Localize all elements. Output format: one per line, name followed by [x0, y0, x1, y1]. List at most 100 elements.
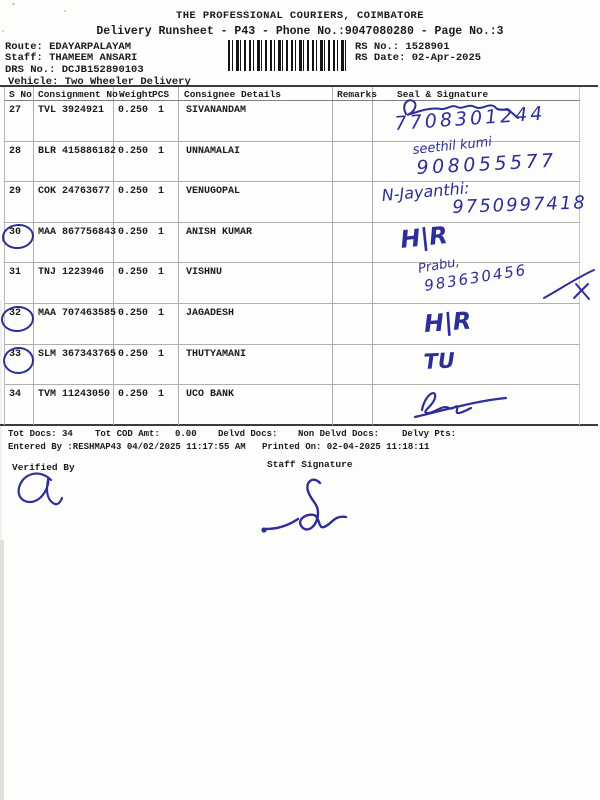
cell-weight-pcs: 0.250 1	[114, 222, 179, 263]
header-consignment: Consignment No	[34, 87, 118, 100]
cell-weight: 0.250	[118, 145, 149, 157]
cell-pcs: 1	[158, 145, 165, 157]
cell-weight-pcs: 0.250 1	[114, 344, 179, 385]
cell-remarks	[333, 222, 373, 263]
cell-sno: 29	[5, 182, 34, 222]
header-weight: Weight	[119, 89, 154, 100]
cell-weight: 0.250	[118, 389, 149, 401]
route-label: Route:	[5, 41, 43, 53]
header-consignee: Consignee Details	[179, 87, 333, 100]
handwritten-mark-row-32: H|R	[423, 306, 473, 338]
staff-signature-scribble	[261, 478, 348, 533]
cell-consignee: UCO BANK	[179, 385, 333, 425]
cell-weight-pcs: 0.250 1	[114, 141, 179, 182]
table-header-row: S No Consignment No WeightPCS Consignee …	[4, 87, 580, 101]
non-delvd-docs-label: Non Delvd Docs:	[298, 429, 380, 439]
cell-sno: 33	[5, 344, 34, 385]
cell-consignment: MAA 867756843	[34, 222, 116, 263]
cell-weight-pcs: 0.250 1	[114, 303, 179, 344]
verified-by-label: Verified By	[12, 462, 75, 473]
drs-value: DCJB152890103	[61, 64, 144, 76]
table-row: 31 TNJ 1223946 0.250 1 VISHNU	[4, 263, 580, 304]
route-value: EDAYARPALAYAM	[49, 41, 132, 53]
table-row: 29 COK 24763677 0.250 1 VENUGOPAL	[4, 182, 580, 223]
cell-weight-pcs: 0.250 1	[114, 385, 179, 425]
rs-date-label: RS Date:	[355, 52, 406, 64]
header-seal: Seal & Signature	[397, 89, 489, 100]
cell-pcs: 1	[158, 267, 165, 279]
company-title: THE PROFESSIONAL COURIERS, COIMBATORE	[176, 10, 424, 22]
cell-pcs: 1	[158, 186, 165, 198]
cell-weight: 0.250	[118, 348, 149, 360]
table-row: 27 TVL 3924921 0.250 1 SIVANANDAM	[4, 101, 580, 142]
tot-cod-value: 0.00	[175, 429, 197, 439]
scan-speck	[12, 3, 15, 5]
cell-consignee: ANISH KUMAR	[179, 222, 333, 263]
staff-signature-label: Staff Signature	[267, 459, 353, 470]
printed-on-line: Printed On: 02-04-2025 11:18:11	[262, 442, 430, 452]
staff-label: Staff:	[5, 52, 43, 64]
staff-value: THAMEEM ANSARI	[49, 52, 138, 64]
delvy-pts-label: Delvy Pts:	[402, 429, 457, 439]
cell-weight-pcs: 0.250 1	[114, 263, 179, 303]
cell-remarks	[333, 263, 373, 303]
cell-weight: 0.250	[118, 307, 149, 319]
tot-cod-label: Tot COD Amt:	[95, 429, 160, 439]
cell-remarks	[333, 385, 373, 425]
cell-seal	[373, 304, 581, 344]
cell-pcs: 1	[158, 226, 165, 238]
pen-strikeout-row-31	[543, 269, 595, 300]
drs-label: DRS No.:	[5, 64, 56, 76]
rs-date-value: 02-Apr-2025	[411, 52, 482, 64]
delvd-docs-label: Delvd Docs:	[218, 429, 278, 439]
cell-consignee: VENUGOPAL	[179, 182, 333, 222]
scan-edge-artifact	[0, 540, 4, 800]
table-row: 28 BLR 415886182 0.250 1 UNNAMALAI	[4, 141, 580, 183]
cell-consignment: SLM 367343765	[34, 344, 116, 385]
tot-docs-value: 34	[62, 429, 73, 439]
cell-sno: 27	[5, 101, 34, 141]
cell-weight-pcs: 0.250 1	[114, 182, 179, 222]
cell-remarks	[333, 344, 373, 385]
cell-sno: 32	[5, 303, 34, 344]
entered-by-line: Entered By :RESHMAP43 04/02/2025 11:17:5…	[8, 442, 246, 452]
handwritten-mark-row-30: H|R	[399, 221, 450, 254]
runsheet-barcode	[228, 40, 346, 71]
cell-remarks	[333, 182, 373, 222]
signature-scribble-row-34	[413, 392, 508, 419]
cell-pcs: 1	[158, 348, 165, 360]
consignment-table: S No Consignment No WeightPCS Consignee …	[4, 87, 580, 425]
header-remarks: Remarks	[333, 87, 377, 100]
cell-consignment: BLR 415886182	[34, 141, 116, 182]
cell-seal	[373, 345, 581, 385]
cell-sno: 30	[5, 222, 34, 263]
cell-sno: 28	[5, 141, 34, 182]
verified-by-signature	[17, 472, 63, 506]
header-sno: S No	[5, 87, 34, 100]
rs-date-line: RS Date: 02-Apr-2025	[355, 52, 481, 64]
table-row: 33 SLM 367343765 0.250 1 THUTYAMANI	[4, 344, 581, 386]
cell-weight: 0.250	[118, 226, 149, 238]
scan-edge-artifact	[0, 300, 2, 540]
staff-line: Staff: THAMEEM ANSARI	[5, 52, 137, 64]
cell-consignment: MAA 707463585	[34, 303, 116, 344]
cell-consignee: THUTYAMANI	[179, 344, 333, 385]
route-line: Route: EDAYARPALAYAM	[5, 41, 131, 53]
signature-scribble-row-27	[403, 99, 519, 119]
cell-pcs: 1	[158, 307, 165, 319]
cell-remarks	[333, 141, 373, 182]
cell-consignment: TVL 3924921	[34, 101, 114, 141]
header-pcs: PCS	[152, 89, 170, 100]
table-row: 32 MAA 707463585 0.250 1 JAGADESH	[4, 303, 581, 345]
runsheet-subtitle: Delivery Runsheet - P43 - Phone No.:9047…	[96, 25, 504, 38]
scan-speck	[2, 30, 4, 32]
cell-weight: 0.250	[118, 186, 149, 198]
cell-consignment: COK 24763677	[34, 182, 114, 222]
cell-consignee: JAGADESH	[179, 303, 333, 344]
cell-consignment: TNJ 1223946	[34, 263, 114, 303]
cell-weight-pcs: 0.250 1	[114, 101, 179, 141]
cell-weight: 0.250	[118, 105, 149, 116]
tot-docs-label: Tot Docs:	[8, 429, 57, 439]
cell-sno: 31	[5, 263, 34, 303]
